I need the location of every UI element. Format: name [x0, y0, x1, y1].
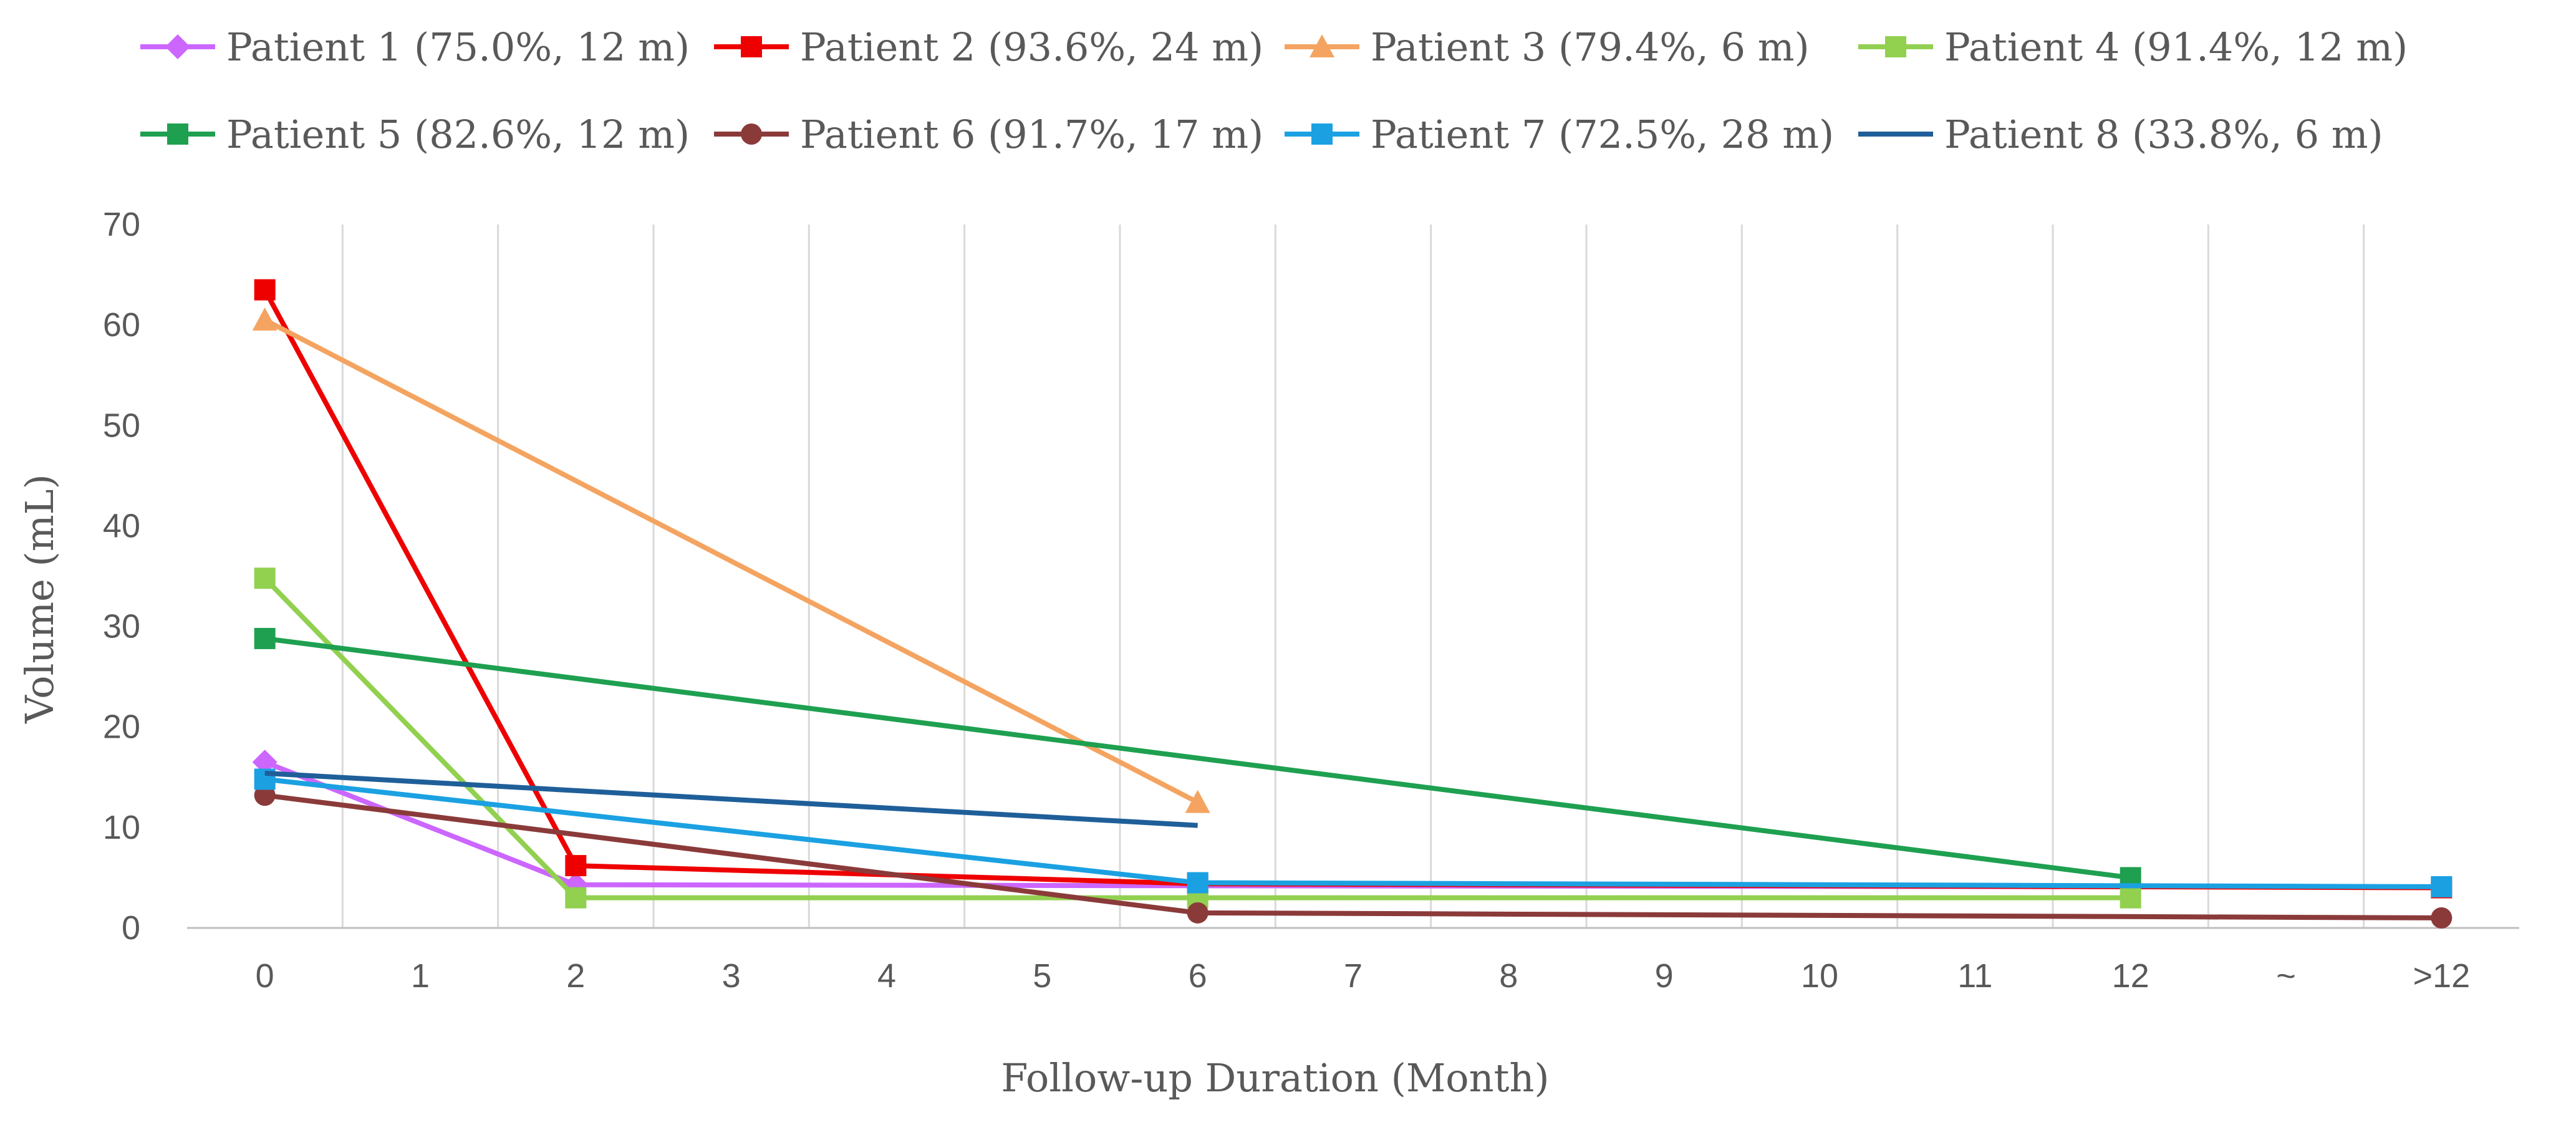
x-tick-label: 6: [1189, 957, 1207, 995]
legend-label: Patient 2 (93.6%, 24 m): [800, 24, 1263, 70]
series-4: [254, 567, 2141, 909]
legend: Patient 1 (75.0%, 12 m) Patient 2 (93.6%,…: [140, 24, 2408, 157]
x-tick-label: 2: [566, 957, 585, 995]
legend-label: Patient 4 (91.4%, 12 m): [1944, 24, 2408, 70]
series-line: [263, 317, 1199, 805]
y-tick-label: 0: [122, 909, 140, 947]
grid: [187, 225, 2519, 929]
legend-marker: [1311, 123, 1333, 145]
x-tick-label: 0: [256, 957, 274, 995]
y-tick-label: 10: [103, 809, 140, 846]
y-tick-label: 70: [103, 206, 140, 243]
series-8: [264, 770, 1198, 828]
data-point: [254, 567, 276, 589]
legend-marker: [741, 123, 762, 145]
legend-marker: [1310, 34, 1334, 57]
x-tick-label: 9: [1655, 957, 1674, 995]
series-line: [263, 576, 2131, 900]
data-point: [1187, 902, 1208, 924]
series-line: [264, 635, 2131, 881]
legend-label: Patient 7 (72.5%, 28 m): [1371, 112, 1834, 157]
data-point: [254, 279, 276, 301]
series-line: [264, 770, 1198, 828]
y-tick-label: 60: [103, 306, 140, 344]
y-tick-label: 30: [103, 608, 140, 645]
series-3: [252, 307, 1210, 813]
series-line: [264, 776, 2442, 889]
data-point: [1187, 872, 1208, 894]
x-tick-label: 5: [1033, 957, 1051, 995]
legend-item-5: Patient 5 (82.6%, 12 m): [140, 112, 690, 157]
data-point: [565, 887, 587, 909]
x-tick-label: 10: [1801, 957, 1838, 995]
x-tick-label: 12: [2112, 957, 2149, 995]
legend-label: Patient 5 (82.6%, 12 m): [226, 112, 690, 157]
x-tick-label: 8: [1499, 957, 1518, 995]
legend-marker: [165, 34, 190, 59]
x-tick-label: 3: [722, 957, 741, 995]
legend-label: Patient 8 (33.8%, 6 m): [1944, 112, 2383, 157]
data-point: [254, 785, 276, 806]
y-tick-label: 20: [103, 708, 140, 746]
legend-item-3: Patient 3 (79.4%, 6 m): [1285, 24, 1810, 70]
data-point: [252, 750, 277, 775]
data-point: [565, 855, 587, 877]
legend-marker: [741, 36, 762, 57]
legend-item-8: Patient 8 (33.8%, 6 m): [1858, 112, 2383, 157]
legend-label: Patient 3 (79.4%, 6 m): [1371, 24, 1810, 70]
legend-label: Patient 1 (75.0%, 12 m): [226, 24, 690, 70]
x-tick-label: >12: [2413, 957, 2471, 995]
x-tick-label: 1: [411, 957, 430, 995]
x-tick-label: ~: [2276, 957, 2296, 995]
data-point: [2431, 876, 2453, 897]
legend-marker: [1885, 36, 1906, 57]
y-tick-label: 40: [103, 507, 140, 544]
legend-item-1: Patient 1 (75.0%, 12 m): [140, 24, 690, 70]
series-line: [263, 288, 2442, 891]
legend-item-2: Patient 2 (93.6%, 24 m): [714, 24, 1263, 70]
legend-item-6: Patient 6 (91.7%, 17 m): [714, 112, 1263, 157]
y-axis-title: Volume (mL): [17, 474, 62, 724]
legend-marker: [167, 123, 188, 145]
series-7: [254, 768, 2453, 897]
x-axis-title: Follow-up Duration (Month): [1001, 1055, 1549, 1101]
legend-label: Patient 6 (91.7%, 17 m): [800, 112, 1263, 157]
data-point: [252, 307, 277, 331]
x-tick-label: 11: [1957, 957, 1992, 995]
x-tick-label: 4: [877, 957, 896, 995]
x-tick-label: 7: [1344, 957, 1363, 995]
legend-item-7: Patient 7 (72.5%, 28 m): [1285, 112, 1834, 157]
data-point: [2120, 887, 2141, 909]
data-point: [254, 627, 276, 649]
y-tick-label: 50: [103, 407, 140, 444]
legend-item-4: Patient 4 (91.4%, 12 m): [1858, 24, 2408, 70]
series-6: [254, 785, 2453, 929]
series-2: [254, 279, 2453, 899]
data-point: [1185, 789, 1210, 813]
data-point: [2431, 907, 2453, 929]
series-5: [254, 627, 2141, 889]
series-group: [252, 279, 2453, 929]
